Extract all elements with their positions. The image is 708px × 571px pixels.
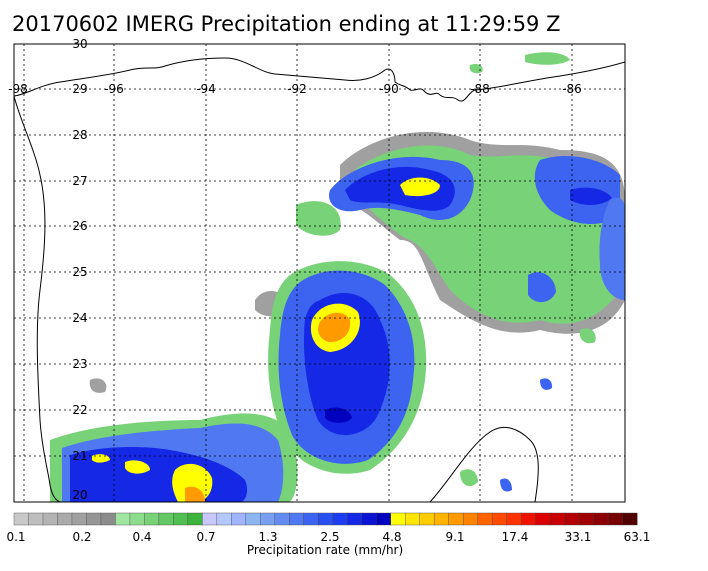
colorbar-tick: 17.4	[501, 530, 529, 544]
colorbar-swatch	[564, 512, 580, 526]
lat-label: 30	[72, 37, 87, 51]
gulf-coastline	[14, 57, 625, 502]
lon-label: -96	[104, 82, 124, 96]
colorbar-swatch	[115, 512, 131, 526]
lat-label: 22	[72, 403, 87, 417]
graticule	[14, 44, 625, 502]
lon-label: -94	[196, 82, 216, 96]
precip-field-south	[50, 413, 298, 502]
colorbar-swatch	[245, 512, 261, 526]
colorbar-swatch	[173, 512, 189, 526]
colorbar-swatch	[622, 512, 638, 526]
colorbar-swatch	[419, 512, 435, 526]
lat-label: 26	[72, 219, 87, 233]
colorbar-swatch	[42, 512, 58, 526]
colorbar-swatch	[491, 512, 508, 526]
precip-field-east-blue	[329, 155, 625, 303]
colorbar-swatch	[28, 512, 44, 526]
colorbar-tick: 0.4	[132, 530, 152, 544]
precip-field-central	[268, 261, 427, 474]
lat-label: 25	[72, 265, 87, 279]
colorbar-swatch	[361, 512, 377, 526]
colorbar-swatch	[216, 512, 232, 526]
lat-label: 24	[72, 311, 87, 325]
colorbar-swatch	[404, 512, 421, 526]
colorbar-swatch	[100, 512, 116, 526]
colorbar-swatch	[448, 512, 464, 526]
lat-label: 20	[72, 488, 87, 502]
lon-label: -88	[470, 82, 490, 96]
colorbar-tick: 1.3	[258, 530, 278, 544]
map-title: 20170602 IMERG Precipitation ending at 1…	[12, 12, 561, 36]
lat-label: 27	[72, 174, 87, 188]
colorbar-swatch	[607, 512, 624, 526]
colorbar-swatch	[347, 512, 363, 526]
colorbar-swatch	[303, 512, 319, 526]
colorbar-swatch	[129, 512, 145, 526]
latitude-labels: 30 29 28 27 26 25 24 23 22 21 20	[72, 37, 87, 502]
colorbar-swatch	[376, 512, 392, 526]
lat-label: 21	[72, 449, 87, 463]
colorbar-swatch	[71, 512, 87, 526]
colorbar-swatch	[274, 512, 290, 526]
colorbar-swatch	[202, 512, 218, 526]
colorbar-swatch	[578, 512, 595, 526]
colorbar-swatch	[332, 512, 348, 526]
colorbar-tick: 33.1	[564, 530, 592, 544]
colorbar-swatch	[57, 512, 73, 526]
map-frame	[13, 43, 626, 503]
colorbar-swatch	[289, 512, 305, 526]
lat-label: 29	[72, 82, 87, 96]
colorbar-swatch	[433, 512, 450, 526]
lat-label: 28	[72, 128, 87, 142]
colorbar-swatch	[13, 512, 29, 526]
lon-label: -98	[8, 82, 28, 96]
colorbar-swatch	[187, 512, 203, 526]
precip-field-scatter	[460, 52, 596, 492]
colorbar-swatch	[520, 512, 537, 526]
colorbar-tick: 0.2	[72, 530, 92, 544]
colorbar-swatch	[477, 512, 493, 526]
colorbar-swatch	[535, 512, 551, 526]
colorbar-swatch	[462, 512, 479, 526]
lon-label: -90	[379, 82, 399, 96]
colorbar-tick: 0.1	[6, 530, 26, 544]
colorbar-tick: 4.8	[382, 530, 402, 544]
colorbar-swatch	[549, 512, 566, 526]
colorbar-tick: 63.1	[623, 530, 651, 544]
colorbar-swatch	[144, 512, 160, 526]
colorbar-tick: 2.5	[320, 530, 340, 544]
colorbar-tick: 0.7	[196, 530, 216, 544]
colorbar-swatch	[506, 512, 522, 526]
colorbar-swatch	[260, 512, 276, 526]
longitude-labels: -98 -96 -94 -92 -90 -88 -86	[8, 82, 582, 96]
colorbar-title: Precipitation rate (mm/hr)	[246, 543, 404, 557]
colorbar-swatch	[86, 512, 102, 526]
colorbar-swatch	[390, 512, 406, 526]
colorbar-swatch	[318, 512, 334, 526]
colorbar-swatch	[158, 512, 174, 526]
colorbar-swatch	[593, 512, 609, 526]
lon-label: -92	[287, 82, 307, 96]
colorbar-tick: 9.1	[445, 530, 465, 544]
colorbar-swatch	[231, 512, 247, 526]
colorbar	[13, 512, 638, 526]
lat-label: 23	[72, 357, 87, 371]
lon-label: -86	[562, 82, 582, 96]
